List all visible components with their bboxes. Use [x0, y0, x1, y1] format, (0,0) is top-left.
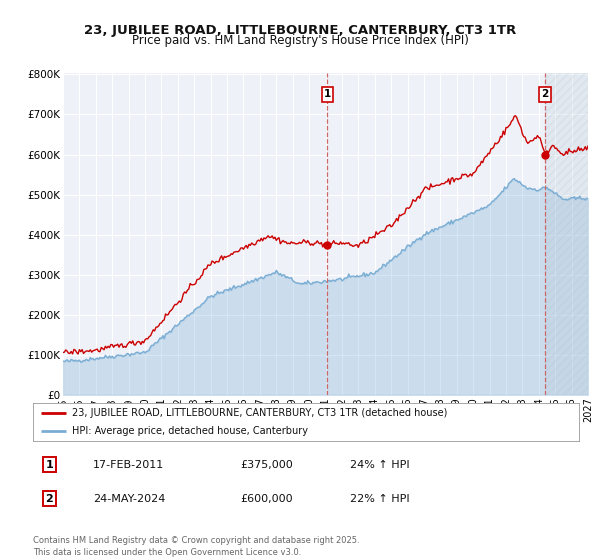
Text: 24-MAY-2024: 24-MAY-2024 [93, 493, 166, 503]
Text: 22% ↑ HPI: 22% ↑ HPI [350, 493, 409, 503]
Text: 2: 2 [541, 90, 548, 100]
Text: £375,000: £375,000 [241, 460, 293, 470]
Text: HPI: Average price, detached house, Canterbury: HPI: Average price, detached house, Cant… [73, 426, 308, 436]
Text: 1: 1 [324, 90, 331, 100]
Bar [545, 73, 588, 395]
Text: 1: 1 [46, 460, 53, 470]
Text: 17-FEB-2011: 17-FEB-2011 [93, 460, 164, 470]
Text: Price paid vs. HM Land Registry's House Price Index (HPI): Price paid vs. HM Land Registry's House … [131, 34, 469, 46]
Text: 24% ↑ HPI: 24% ↑ HPI [350, 460, 409, 470]
Text: 2: 2 [46, 493, 53, 503]
Text: 23, JUBILEE ROAD, LITTLEBOURNE, CANTERBURY, CT3 1TR (detached house): 23, JUBILEE ROAD, LITTLEBOURNE, CANTERBU… [73, 408, 448, 418]
Text: Contains HM Land Registry data © Crown copyright and database right 2025.
This d: Contains HM Land Registry data © Crown c… [33, 536, 359, 557]
Text: 23, JUBILEE ROAD, LITTLEBOURNE, CANTERBURY, CT3 1TR: 23, JUBILEE ROAD, LITTLEBOURNE, CANTERBU… [84, 24, 516, 36]
Text: £600,000: £600,000 [241, 493, 293, 503]
